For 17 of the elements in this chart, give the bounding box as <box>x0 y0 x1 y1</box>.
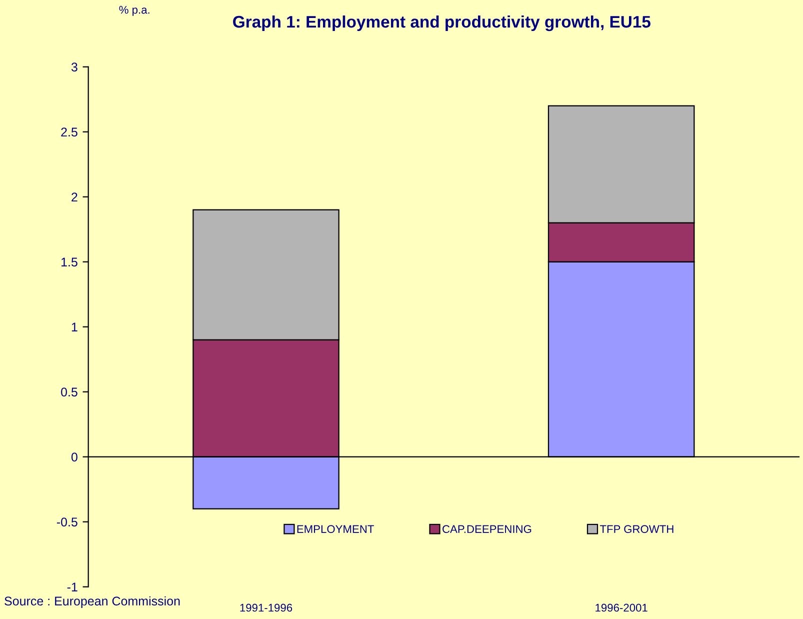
y-axis-title: % p.a. <box>119 6 150 16</box>
y-tick-label: 1.5 <box>61 258 78 266</box>
x-tick-label: 1996-2001 <box>596 604 648 612</box>
y-tick-label: -1 <box>67 582 78 592</box>
y-tick-label: 0.5 <box>61 388 78 396</box>
x-tick-label: 1991-1996 <box>240 604 292 612</box>
legend-label: TFP GROWTH <box>600 525 674 534</box>
y-tick-label: 1 <box>72 322 78 332</box>
source-note: Source : European Commission <box>4 596 180 608</box>
legend-label: CAP.DEEPENING <box>442 525 532 534</box>
y-tick-label: 0 <box>71 452 78 462</box>
y-tick-label: -0.5 <box>56 518 78 526</box>
y-tick-label: 3 <box>71 62 78 72</box>
y-tick-label: 2.5 <box>61 128 78 136</box>
legend-label: EMPLOYMENT <box>297 525 374 534</box>
chart-title: Graph 1: Employment and productivity growth, EU15 <box>233 15 650 32</box>
y-tick-label: 2 <box>72 192 78 202</box>
